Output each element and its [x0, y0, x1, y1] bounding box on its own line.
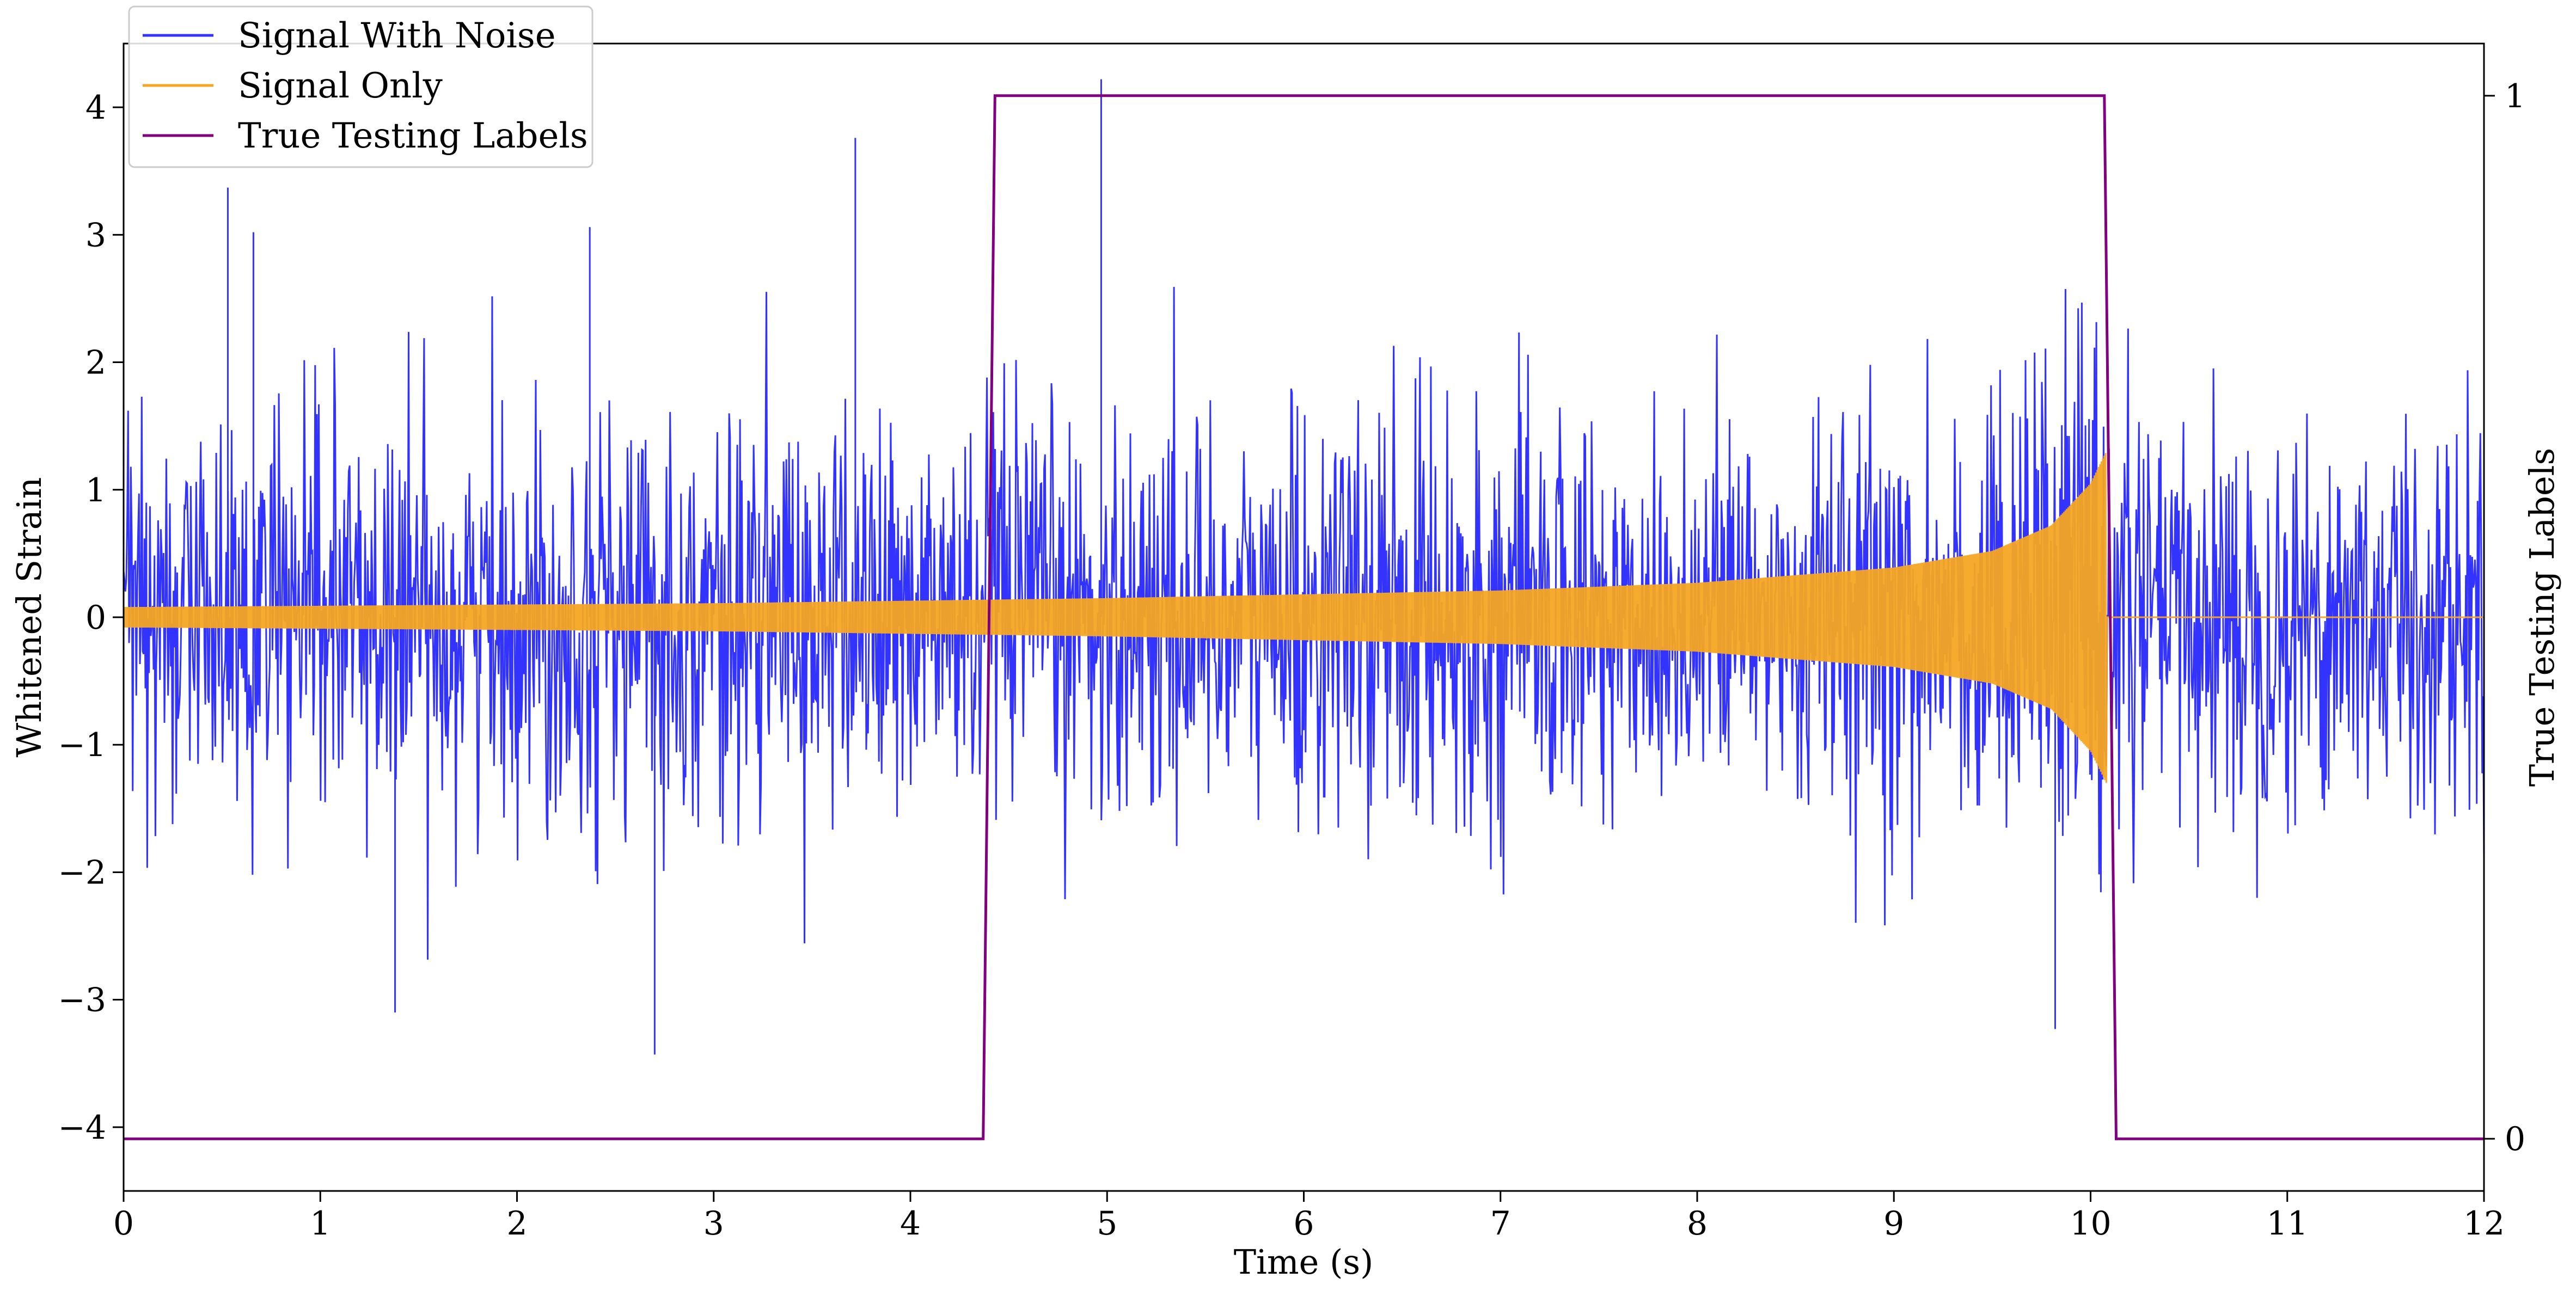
- x-tick-label: 9: [1883, 1205, 1904, 1243]
- x-tick-label: 3: [703, 1205, 724, 1243]
- y-tick-label: −4: [58, 1109, 106, 1147]
- y-tick-label: −3: [58, 981, 106, 1019]
- y-tick-label: 2: [85, 344, 106, 382]
- x-tick-label: 12: [2463, 1205, 2505, 1243]
- noise-peaks: [227, 79, 2056, 1055]
- x-axis-label: Time (s): [1234, 1242, 1374, 1282]
- y-tick-label: 4: [85, 89, 106, 127]
- plot-area: [124, 79, 2484, 1140]
- legend-items: Signal With Noise Signal Only True Testing…: [143, 16, 588, 156]
- y-tick-label: −1: [58, 726, 106, 764]
- x-tick-label: 7: [1490, 1205, 1511, 1243]
- y-tick-label: 1: [85, 471, 106, 509]
- legend-label: Signal Only: [238, 66, 443, 106]
- series-layer: [124, 79, 2484, 1140]
- x-tick-label: 5: [1097, 1205, 1117, 1243]
- y-axis-left: −4 −3 −2 −1 0 1 2 3 4: [58, 89, 124, 1147]
- y-axis-label: Whitened Strain: [9, 477, 49, 758]
- legend-box: [128, 5, 593, 168]
- y-axis-right: 01: [2484, 77, 2525, 1158]
- x-tick-label: 11: [2267, 1205, 2308, 1243]
- y-tick-label: 0: [85, 599, 106, 637]
- y2-tick-label: 1: [2505, 77, 2525, 115]
- y-tick-label: 3: [85, 216, 106, 254]
- x-tick-label: 8: [1687, 1205, 1708, 1243]
- legend-label: True Testing Labels: [238, 116, 588, 156]
- legend: Signal With Noise Signal Only True Testing…: [128, 5, 593, 168]
- x-tick-label: 4: [900, 1205, 921, 1243]
- y2-axis-label: True Testing Labels: [2522, 448, 2562, 787]
- x-axis: 0 1 2 3 4 5 6 7 8 9 10 11 12: [113, 1191, 2505, 1243]
- series-signal-only: [124, 453, 2484, 783]
- legend-item: Signal Only: [143, 66, 443, 106]
- legend-item: True Testing Labels: [143, 116, 588, 156]
- x-tick-label: 6: [1293, 1205, 1314, 1243]
- x-tick-label: 2: [506, 1205, 527, 1243]
- x-tick-label: 10: [2070, 1205, 2111, 1243]
- y-tick-label: −2: [58, 853, 106, 892]
- legend-label: Signal With Noise: [238, 16, 556, 56]
- series-true-testing-labels: [124, 94, 2484, 1140]
- y2-tick-label: 0: [2505, 1120, 2525, 1158]
- x-tick-label: 1: [310, 1205, 331, 1243]
- legend-item: Signal With Noise: [143, 16, 556, 56]
- x-tick-label: 0: [113, 1205, 134, 1243]
